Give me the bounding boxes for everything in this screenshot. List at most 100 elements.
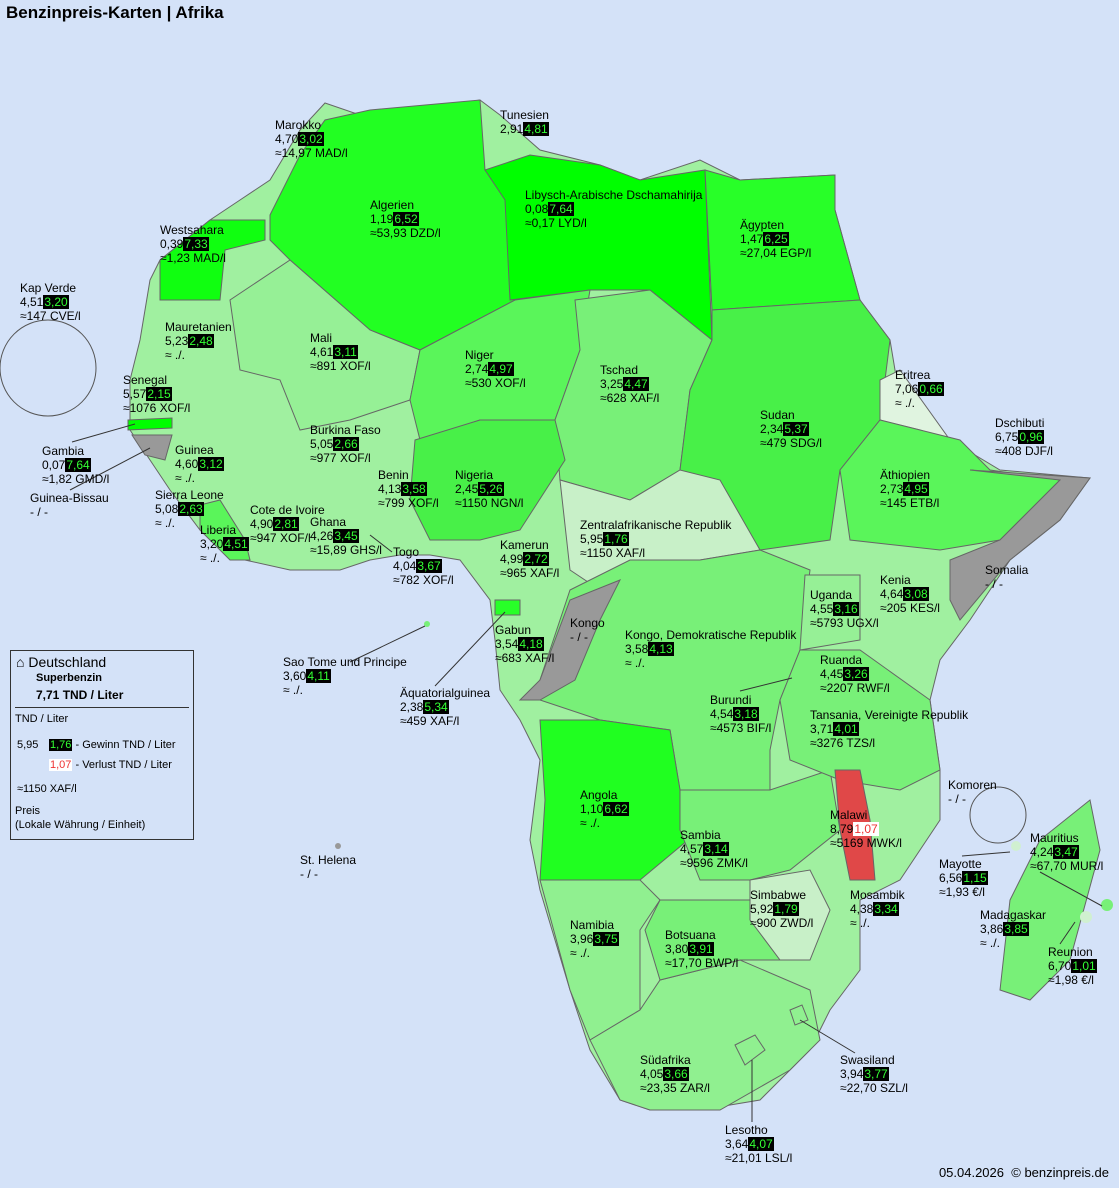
price-row: 6,701,01 [1048, 959, 1097, 973]
price-row: 4,992,72 [500, 552, 559, 566]
country-label: Simbabwe 5,921,79 ≈900 ZWD/l [750, 888, 813, 930]
country-name: Mauritius [1030, 831, 1079, 845]
country-label: Äquatorialguinea 2,385,34 ≈459 XAF/l [400, 686, 490, 728]
country-name: Niger [465, 348, 494, 362]
country-name: Tansania, Vereinigte Republik [810, 708, 969, 722]
sao-tome-island [424, 621, 430, 627]
gain-badge: 3,11 [333, 345, 358, 359]
local-price: ≈628 XAF/l [600, 391, 660, 405]
country-label: Kenia 4,643,08 ≈205 KES/l [880, 573, 940, 615]
price-row: 5,232,48 [165, 334, 232, 348]
gain-badge: 3,47 [1053, 845, 1079, 859]
gain-badge: 4,07 [748, 1137, 774, 1151]
country-label: Cote de Ivoire 4,902,81 ≈947 XOF/l [250, 503, 325, 545]
price-row: 4,643,08 [880, 587, 940, 601]
gain-badge: 3,08 [903, 587, 929, 601]
country-label: Sambia 4,573,14 ≈9596 ZMK/l [680, 828, 748, 870]
local-price: ≈15,89 GHS/l [310, 543, 382, 557]
local-price: ≈1,23 MAD/l [160, 251, 226, 265]
price-row: 6,561,15 [939, 871, 988, 885]
gain-badge: 1,79 [773, 902, 799, 916]
reunion-island [1080, 911, 1092, 923]
country-label: Sao Tome und Principe 3,604,11 ≈ ./. [283, 655, 407, 697]
local-price: ≈ ./. [283, 683, 303, 697]
country-namibia [539, 879, 661, 1041]
price: 3,94 [840, 1067, 864, 1081]
country-label: Gabun 3,544,18 ≈683 XAF/l [495, 623, 554, 665]
price-row: 4,553,16 [810, 602, 879, 616]
legend-country: Deutschland [28, 654, 107, 670]
gain-badge: 2,66 [333, 437, 359, 451]
price-row: 1,106,62 [580, 802, 629, 816]
price-row: 4,613,11 [310, 345, 371, 359]
country-name: Uganda [810, 588, 853, 602]
price-row: 4,603,12 [175, 457, 224, 471]
price: 4,99 [500, 552, 524, 566]
loss-badge: 1,07 [853, 822, 879, 836]
local-price: ≈1,82 GMD/l [42, 472, 110, 486]
country-name: Cote de Ivoire [250, 503, 325, 517]
gain-badge: 4,01 [833, 722, 859, 736]
gain-badge: 2,72 [523, 552, 549, 566]
country-name: Liberia [200, 523, 237, 537]
country-name: Simbabwe [750, 888, 807, 902]
footer-copyright[interactable]: © benzinpreis.de [1011, 1165, 1109, 1180]
legend-gain-text: - Gewinn TND / Liter [75, 739, 176, 751]
price: 8,79 [830, 822, 854, 836]
no-data: - / - [985, 577, 1003, 591]
country-name: Mali [310, 331, 333, 345]
price: 4,45 [820, 667, 844, 681]
country-lesotho [734, 1034, 766, 1066]
kap-verde-inset [0, 319, 97, 417]
gain-badge: 4,97 [488, 362, 514, 376]
gain-badge: 6,62 [603, 802, 629, 816]
price: 3,96 [570, 932, 594, 946]
gain-badge: 3,12 [198, 457, 224, 471]
price: 3,54 [495, 637, 519, 651]
gain-badge: 3,66 [663, 1067, 689, 1081]
price: 4,04 [393, 559, 417, 573]
gain-badge: 1,76 [603, 532, 629, 546]
country-name: Benin [378, 468, 409, 482]
country-name: Mosambik [850, 888, 905, 902]
country-label: Mayotte 6,561,15 ≈1,93 €/l [939, 857, 988, 899]
country-label: Äthiopien 2,734,95 ≈145 ETB/l [880, 468, 939, 510]
gain-badge: 5,37 [783, 422, 809, 436]
country-label: Ägypten 1,476,25 ≈27,04 EGP/l [740, 218, 811, 260]
local-price: ≈891 XOF/l [310, 359, 371, 373]
price-row: 4,703,02 [275, 132, 348, 146]
country-label: Kongo - / - [570, 616, 605, 644]
price: 4,26 [310, 529, 334, 543]
country-label: Mali 4,613,11 ≈891 XOF/l [310, 331, 371, 373]
price: 0,08 [525, 202, 549, 216]
gain-badge: 4,11 [306, 669, 331, 683]
no-data: - / - [30, 505, 48, 519]
country-name: Mayotte [939, 857, 982, 871]
price-row: 2,455,26 [455, 482, 523, 496]
country-label: Dschibuti 6,750,96 ≈408 DJF/l [995, 416, 1053, 458]
country-name: Komoren [948, 778, 997, 792]
country-name: Tunesien [500, 108, 549, 122]
gain-badge: 3,26 [843, 667, 869, 681]
country-label: Kamerun 4,992,72 ≈965 XAF/l [500, 538, 559, 580]
gain-badge: 6,25 [763, 232, 789, 246]
country-label: Nigeria 2,455,26 ≈1150 NGN/l [455, 468, 523, 510]
price: 3,60 [283, 669, 307, 683]
price-row: 4,243,47 [1030, 845, 1103, 859]
price-row: 1,196,52 [370, 212, 441, 226]
country-label: Niger 2,744,97 ≈530 XOF/l [465, 348, 526, 390]
country-label: Westsahara 0,397,33 ≈1,23 MAD/l [160, 223, 226, 265]
local-price: ≈479 SDG/l [760, 436, 822, 450]
local-price: ≈ ./. [570, 946, 590, 960]
price-row: 3,963,75 [570, 932, 619, 946]
price-row: 3,644,07 [725, 1137, 792, 1151]
country-label: Togo 4,043,67 ≈782 XOF/l [393, 545, 454, 587]
st-helena-island [335, 843, 341, 849]
price-row: 5,082,63 [155, 502, 224, 516]
country-label: Senegal 5,572,15 ≈1076 XOF/l [123, 373, 190, 415]
country-label: Uganda 4,553,16 ≈5793 UGX/l [810, 588, 879, 630]
price: 4,55 [810, 602, 834, 616]
country-name: Lesotho [725, 1123, 768, 1137]
price-row: 4,573,14 [680, 842, 748, 856]
price: 2,74 [465, 362, 489, 376]
